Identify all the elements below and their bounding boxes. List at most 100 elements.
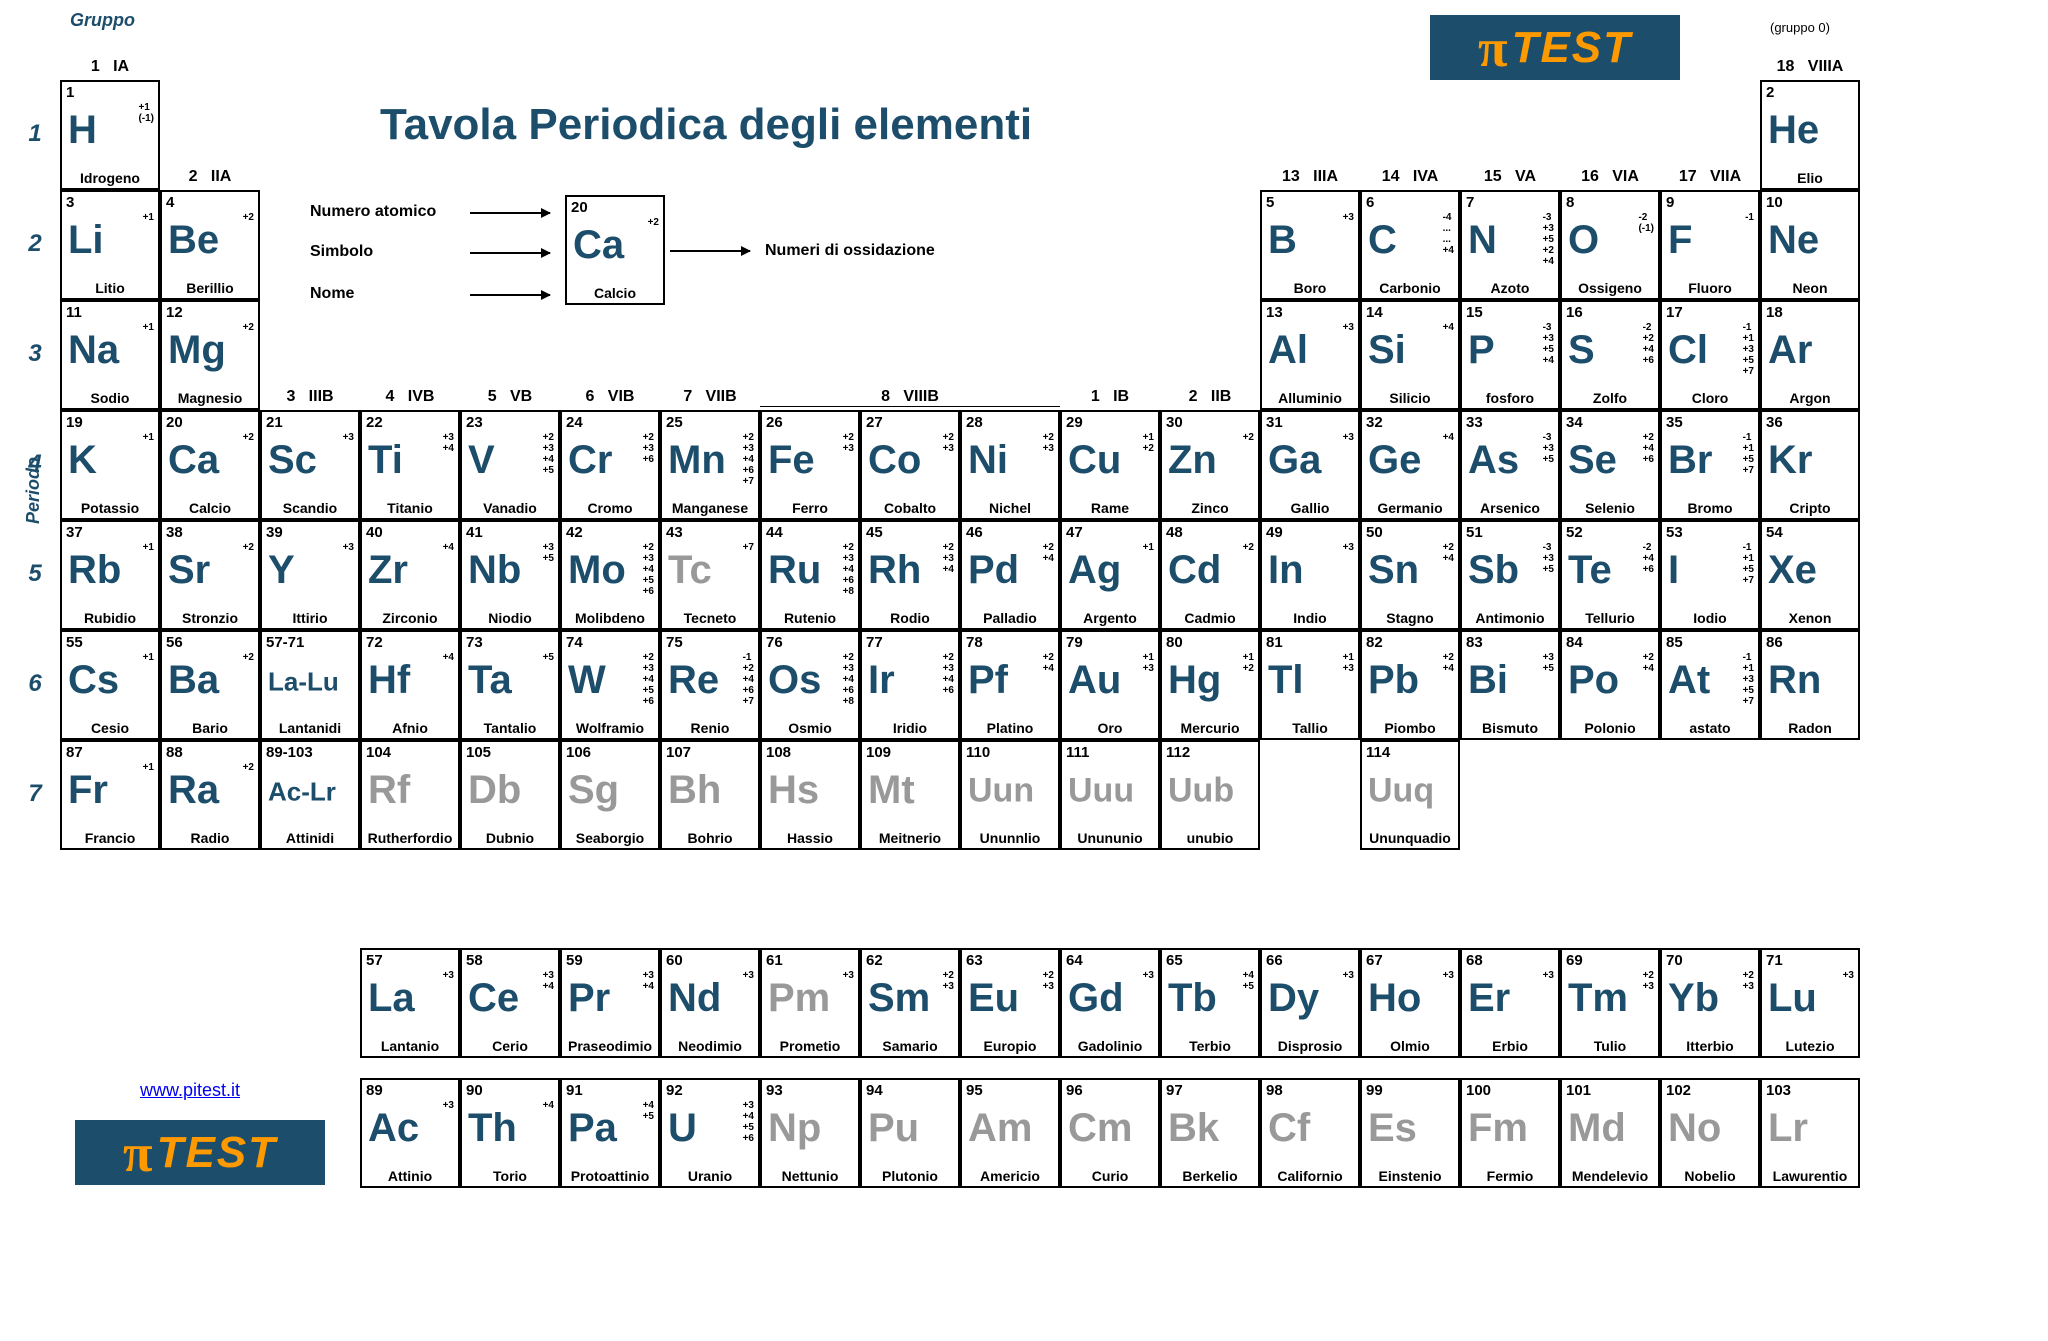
element-symbol: Uun — [968, 772, 1034, 811]
element-name: Lutezio — [1762, 1038, 1858, 1054]
element-cell-Uuq: 114UuqUnunquadio — [1360, 740, 1460, 850]
oxidation-states: +1 — [143, 322, 154, 333]
element-name: Carbonio — [1362, 280, 1458, 296]
element-cell-Bi: 83BiBismuto+3 +5 — [1460, 630, 1560, 740]
atomic-number: 105 — [466, 744, 491, 761]
element-symbol: F — [1668, 218, 1692, 263]
group-label-8: 8 VIIIB — [760, 388, 1060, 406]
oxidation-states: +2 +4 — [1043, 652, 1054, 674]
oxidation-states: +2 +4 — [1043, 542, 1054, 564]
atomic-number: 83 — [1466, 634, 1483, 651]
element-cell-Db: 105DbDubnio — [460, 740, 560, 850]
oxidation-states: +1 — [143, 652, 154, 663]
oxidation-states: +3 — [443, 1100, 454, 1111]
element-cell-H: 1HIdrogeno+1 (-1) — [60, 80, 160, 190]
element-cell-Uun: 110UunUnunnlio — [960, 740, 1060, 850]
atomic-number: 37 — [66, 524, 83, 541]
oxidation-states: +4 — [1443, 432, 1454, 443]
oxidation-states: +3 — [1143, 970, 1154, 981]
url-link[interactable]: www.pitest.it — [140, 1080, 240, 1101]
element-cell-Rn: 86RnRadon — [1760, 630, 1860, 740]
element-cell-Sr: 38SrStronzio+2 — [160, 520, 260, 630]
group-label-13: 13 IIIA — [1260, 168, 1360, 186]
group-label-18: 18 VIIIA — [1760, 58, 1860, 76]
element-cell-Cd: 48CdCadmio+2 — [1160, 520, 1260, 630]
atomic-number: 70 — [1666, 952, 1683, 969]
element-symbol: Np — [768, 1106, 821, 1151]
atomic-number: 14 — [1366, 304, 1383, 321]
element-name: Tantalio — [462, 720, 558, 736]
atomic-number: 25 — [666, 414, 683, 431]
element-cell-Pu: 94PuPlutonio — [860, 1078, 960, 1188]
element-symbol: Ga — [1268, 438, 1321, 483]
element-symbol: Re — [668, 658, 719, 703]
element-name: Antimonio — [1462, 610, 1558, 626]
element-cell-Y: 39YIttirio+3 — [260, 520, 360, 630]
element-symbol: Bi — [1468, 658, 1508, 703]
element-cell-Tb: 65TbTerbio+4 +5 — [1160, 948, 1260, 1058]
atomic-number: 28 — [966, 414, 983, 431]
element-name: Tulio — [1562, 1038, 1658, 1054]
atomic-number: 64 — [1066, 952, 1083, 969]
atomic-number: 89 — [366, 1082, 383, 1099]
element-cell-Md: 101MdMendelevio — [1560, 1078, 1660, 1188]
element-symbol: Pa — [568, 1106, 617, 1151]
oxidation-states: +4 +5 — [643, 1100, 654, 1122]
element-symbol: Es — [1368, 1106, 1417, 1151]
element-cell-Es: 99EsEinstenio — [1360, 1078, 1460, 1188]
atomic-number: 30 — [1166, 414, 1183, 431]
oxidation-states: +2 — [243, 212, 254, 223]
element-cell-Ti: 22TiTitanio+3 +4 — [360, 410, 460, 520]
atomic-number: 34 — [1566, 414, 1583, 431]
atomic-number: 33 — [1466, 414, 1483, 431]
pitest-logo: πTEST — [75, 1120, 325, 1185]
element-cell-Er: 68ErErbio+3 — [1460, 948, 1560, 1058]
oxidation-states: -3 +3 +5 — [1543, 542, 1554, 575]
element-cell-Gd: 64GdGadolinio+3 — [1060, 948, 1160, 1058]
element-name: Mercurio — [1162, 720, 1258, 736]
element-cell-Tc: 43TcTecneto+7 — [660, 520, 760, 630]
atomic-number: 57 — [366, 952, 383, 969]
element-cell-Kr: 36KrCripto — [1760, 410, 1860, 520]
atomic-number: 12 — [166, 304, 183, 321]
atomic-number: 79 — [1066, 634, 1083, 651]
element-name: Radio — [162, 830, 258, 846]
element-cell-Cl: 17ClCloro-1 +1 +3 +5 +7 — [1660, 300, 1760, 410]
atomic-number: 101 — [1566, 1082, 1591, 1099]
element-name: Neon — [1762, 280, 1858, 296]
atomic-number: 56 — [166, 634, 183, 651]
atomic-number: 2 — [1766, 84, 1774, 101]
atomic-number: 75 — [666, 634, 683, 651]
oxidation-states: +4 — [1443, 322, 1454, 333]
element-symbol: I — [1668, 548, 1679, 593]
element-cell-Rh: 45RhRodio+2 +3 +4 — [860, 520, 960, 630]
element-cell-Sn: 50SnStagno+2 +4 — [1360, 520, 1460, 630]
element-name: Idrogeno — [62, 170, 158, 186]
atomic-number: 91 — [566, 1082, 583, 1099]
atomic-number: 57-71 — [266, 634, 304, 651]
element-symbol: In — [1268, 548, 1304, 593]
element-symbol: O — [1568, 218, 1599, 263]
element-symbol: Pf — [968, 658, 1008, 703]
atomic-number: 86 — [1766, 634, 1783, 651]
oxidation-states: +3 +4 +5 +6 — [743, 1100, 754, 1144]
element-name: Rame — [1062, 500, 1158, 516]
element-name: Rubidio — [62, 610, 158, 626]
element-cell-K: 19KPotassio+1 — [60, 410, 160, 520]
element-symbol: Cu — [1068, 438, 1121, 483]
element-symbol: Ca — [573, 223, 624, 268]
oxidation-states: +2 — [1243, 432, 1254, 443]
element-name: Attinio — [362, 1168, 458, 1184]
element-symbol: V — [468, 438, 495, 483]
element-cell-F: 9FFluoro-1 — [1660, 190, 1760, 300]
element-symbol: Cf — [1268, 1106, 1310, 1151]
atomic-number: 87 — [66, 744, 83, 761]
element-name: Ununquadio — [1362, 830, 1458, 846]
element-name: Curio — [1062, 1168, 1158, 1184]
element-symbol: Ho — [1368, 976, 1421, 1021]
element-name: Gallio — [1262, 500, 1358, 516]
element-symbol: Zr — [368, 548, 408, 593]
element-cell-Hf: 72HfAfnio+4 — [360, 630, 460, 740]
element-symbol: Te — [1568, 548, 1612, 593]
oxidation-states: +2 +3 +4 +6 +7 — [743, 432, 754, 487]
